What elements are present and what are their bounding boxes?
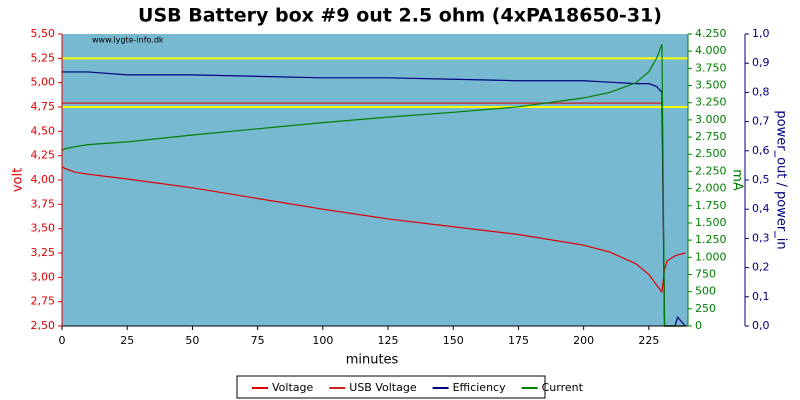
x-tick-label: 0 bbox=[59, 334, 66, 347]
x-tick-label: 50 bbox=[185, 334, 199, 347]
y3-tick-label: 0,0 bbox=[752, 319, 770, 332]
y2-tick-label: 2.750 bbox=[695, 130, 727, 143]
x-tick-label: 200 bbox=[573, 334, 594, 347]
y2-tick-label: 3.000 bbox=[695, 113, 727, 126]
y2-tick-label: 500 bbox=[695, 285, 716, 298]
y-tick-label: 3,25 bbox=[31, 246, 56, 259]
x-axis-title: minutes bbox=[346, 353, 399, 368]
chart-title: USB Battery box #9 out 2.5 ohm (4xPA1865… bbox=[138, 5, 662, 27]
y-tick-label: 3,00 bbox=[31, 270, 56, 283]
y2-tick-label: 1.000 bbox=[695, 250, 727, 263]
y-tick-label: 4,25 bbox=[31, 149, 56, 162]
y2-tick-label: 1.250 bbox=[695, 233, 727, 246]
y3-tick-label: 0,6 bbox=[752, 144, 770, 157]
y3-tick-label: 0,2 bbox=[752, 261, 770, 274]
y2-tick-label: 3.500 bbox=[695, 79, 727, 92]
y-tick-label: 2,50 bbox=[31, 319, 56, 332]
y-tick-label: 4,00 bbox=[31, 173, 56, 186]
watermark: www.lygte-info.dk bbox=[92, 36, 164, 45]
y-axis-title: volt bbox=[11, 168, 26, 192]
series-line bbox=[61, 165, 686, 294]
y2-tick-label: 4.000 bbox=[695, 44, 727, 57]
y2-tick-label: 750 bbox=[695, 267, 716, 280]
y2-tick-label: 0 bbox=[695, 319, 702, 332]
y-tick-label: 4,50 bbox=[31, 124, 56, 137]
y2-tick-label: 2.250 bbox=[695, 164, 727, 177]
y3-tick-label: 0,5 bbox=[752, 173, 770, 186]
x-tick-label: 175 bbox=[508, 334, 529, 347]
y-tick-label: 4,75 bbox=[31, 100, 56, 113]
y3-tick-label: 1,0 bbox=[752, 27, 770, 40]
y2-tick-label: 1.750 bbox=[695, 199, 727, 212]
x-tick-label: 125 bbox=[378, 334, 399, 347]
x-tick-label: 225 bbox=[638, 334, 659, 347]
y-tick-label: 5,50 bbox=[31, 27, 56, 40]
y-tick-label: 3,50 bbox=[31, 222, 56, 235]
x-tick-label: 25 bbox=[120, 334, 134, 347]
legend-box bbox=[236, 375, 546, 399]
legend-label: Current bbox=[542, 381, 584, 394]
y2-tick-label: 2.500 bbox=[695, 147, 727, 160]
y3-tick-label: 0,7 bbox=[752, 115, 770, 128]
y3-tick-label: 0,1 bbox=[752, 290, 770, 303]
y2-tick-label: 3.750 bbox=[695, 61, 727, 74]
legend-label: USB Voltage bbox=[349, 381, 417, 394]
y3-tick-label: 0,4 bbox=[752, 202, 770, 215]
y-tick-label: 5,00 bbox=[31, 76, 56, 89]
y2-tick-label: 2.000 bbox=[695, 182, 727, 195]
plot-area bbox=[62, 34, 688, 326]
y2-tick-label: 250 bbox=[695, 302, 716, 315]
y3-tick-label: 0,8 bbox=[752, 85, 770, 98]
y3-tick-label: 0,3 bbox=[752, 231, 770, 244]
y-tick-label: 5,25 bbox=[31, 51, 56, 64]
x-tick-label: 75 bbox=[251, 334, 265, 347]
x-tick-label: 100 bbox=[312, 334, 333, 347]
y2-axis-title: mA bbox=[730, 169, 745, 191]
y2-tick-label: 4.250 bbox=[695, 27, 727, 40]
legend-label: Efficiency bbox=[453, 381, 506, 394]
x-tick-label: 150 bbox=[443, 334, 464, 347]
y-tick-label: 2,75 bbox=[31, 295, 56, 308]
y2-tick-label: 3.250 bbox=[695, 96, 727, 109]
y3-tick-label: 0,9 bbox=[752, 56, 770, 69]
y-tick-label: 3,75 bbox=[31, 197, 56, 210]
legend-label: Voltage bbox=[272, 381, 313, 394]
y2-tick-label: 1.500 bbox=[695, 216, 727, 229]
y3-axis-title: power_out / power_in bbox=[774, 110, 789, 249]
